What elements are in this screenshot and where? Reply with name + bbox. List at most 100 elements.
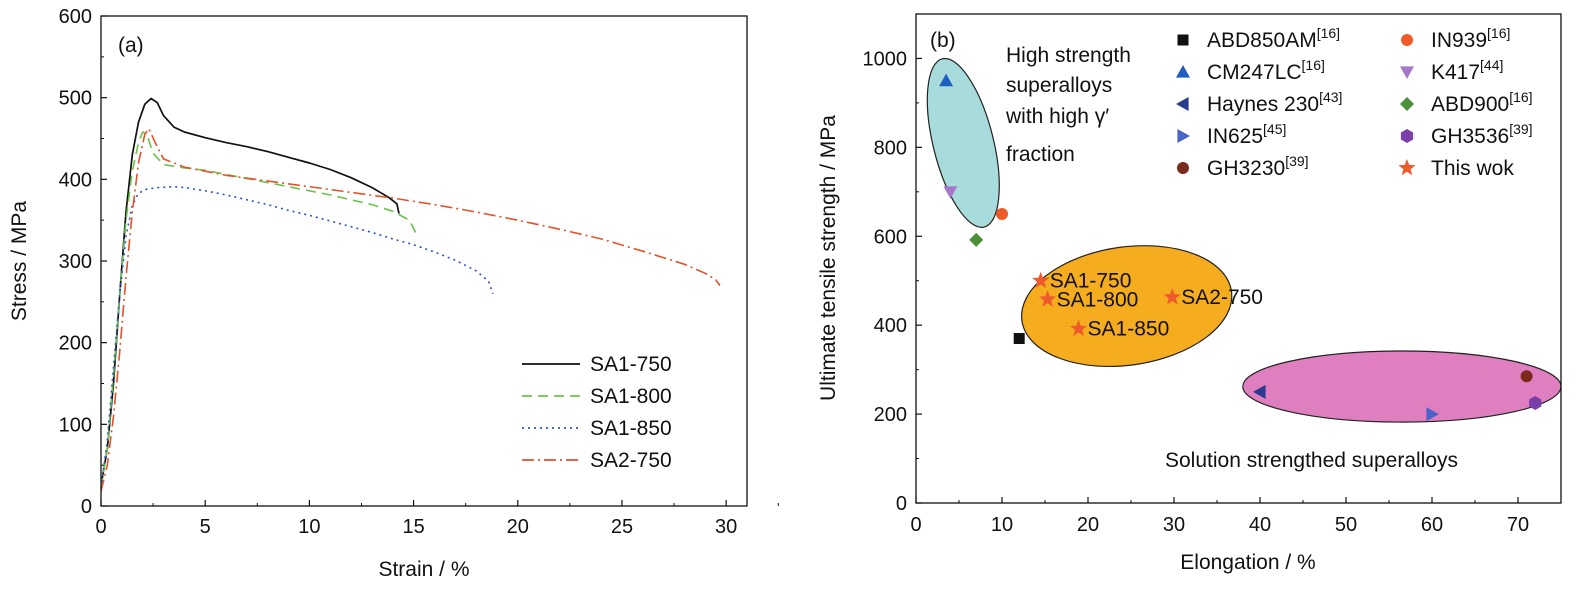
panel-a-ticks (100, 15, 779, 507)
panel-b-group-ellipses (926, 57, 1561, 423)
series-line-SA1-850 (101, 185, 494, 489)
panel-b-label: (b) (930, 29, 956, 52)
y-tick-label: 600 (59, 6, 92, 28)
x-tick-label: 20 (507, 516, 529, 538)
y-tick-label: 0 (81, 496, 92, 518)
x-tick-label: 40 (1249, 514, 1271, 536)
x-tick-label: 15 (402, 516, 424, 538)
data-point-gh3536 (1529, 396, 1542, 410)
x-tick-label: 20 (1077, 514, 1099, 536)
annotation-line: fraction (1006, 143, 1075, 166)
y-tick-label: 100 (59, 414, 92, 436)
y-tick-label: 500 (59, 88, 92, 110)
y-tick-label: 300 (59, 251, 92, 273)
legend-label: IN939[16] (1431, 25, 1510, 52)
x-tick-label: 5 (200, 516, 211, 538)
x-tick-label: 0 (910, 514, 921, 536)
data-point-this-wok (1032, 271, 1050, 288)
panel-a-legend: SA1-750 SA1-800 SA1-850 SA2-750 (522, 353, 672, 472)
panel-a-curves (101, 97, 721, 492)
data-point-this-wok (1039, 290, 1057, 307)
data-point-this-wok (1070, 319, 1088, 336)
legend-label: SA1-750 (590, 353, 672, 376)
legend-label: GH3536[39] (1431, 121, 1533, 148)
legend-label: ABD900[16] (1431, 89, 1533, 116)
legend-marker (1400, 129, 1414, 143)
legend-marker (1177, 162, 1189, 174)
legend-label: GH3230[39] (1207, 153, 1309, 180)
legend-marker (1176, 65, 1190, 78)
panel-a-label: (a) (118, 34, 144, 57)
panel-b-tick-labels: 0 10 20 30 40 50 60 70 0 200 400 600 800 1000 (863, 48, 1530, 536)
y-tick-label: 200 (874, 404, 907, 426)
legend-reference: [16] (1302, 57, 1325, 73)
annotation-line: with high γ′ (1005, 105, 1109, 128)
legend-label: IN625[45] (1207, 121, 1286, 148)
legend-marker (1177, 34, 1189, 46)
x-tick-label: 10 (991, 514, 1013, 536)
data-point-gh3230 (1520, 370, 1533, 383)
group-ellipse-high-strength (926, 57, 1000, 228)
legend-reference: [16] (1487, 25, 1510, 41)
x-tick-label: 25 (611, 516, 633, 538)
legend-reference: [44] (1480, 57, 1503, 73)
data-point-cm247lc (939, 73, 954, 87)
legend-label: This wok (1431, 157, 1514, 180)
annotation-line: High strength (1006, 44, 1131, 67)
panel-a-frame (100, 15, 748, 507)
panel-b-y-axis-label: Ultimate tensile strength / MPa (817, 115, 840, 401)
data-point-abd900 (969, 232, 984, 247)
point-label: SA1-800 (1057, 288, 1139, 311)
x-tick-label: 60 (1421, 514, 1443, 536)
legend-reference: [39] (1285, 153, 1308, 169)
legend-marker (1400, 66, 1414, 79)
legend-label: K417[44] (1431, 57, 1503, 84)
group-ellipse-precipitation (1021, 245, 1233, 368)
x-tick-label: 50 (1335, 514, 1357, 536)
legend-reference: [39] (1509, 121, 1532, 137)
x-tick-label: 30 (715, 516, 737, 538)
point-label: SA1-750 (1050, 270, 1132, 293)
annotation-line: superalloys (1006, 74, 1112, 97)
y-tick-label: 400 (59, 169, 92, 191)
data-point-in625 (1426, 407, 1439, 422)
point-label: SA2-750 (1181, 286, 1263, 309)
legend-reference: [16] (1509, 89, 1532, 105)
panel-b-markers (939, 73, 1542, 422)
solution-strengthened-annotation: Solution strengthed superalloys (1165, 449, 1458, 472)
point-label: SA1-850 (1088, 318, 1170, 341)
data-point-this-wok (1163, 288, 1181, 305)
panel-a-x-axis-label: Strain / % (378, 558, 469, 581)
y-tick-label: 800 (874, 137, 907, 159)
legend-marker (1176, 97, 1189, 111)
series-line-SA1-750 (101, 97, 400, 486)
x-tick-label: 30 (1163, 514, 1185, 536)
y-tick-label: 200 (59, 333, 92, 355)
x-tick-label: 10 (298, 516, 320, 538)
legend-reference: [16] (1317, 25, 1340, 41)
y-tick-label: 0 (896, 493, 907, 515)
x-tick-label: 0 (95, 516, 106, 538)
series-line-SA1-800 (101, 131, 419, 489)
y-tick-label: 1000 (863, 48, 908, 70)
legend-reference: [43] (1319, 89, 1342, 105)
legend-label: CM247LC[16] (1207, 57, 1325, 84)
legend-label: SA1-800 (590, 385, 672, 408)
panel-b-frame (915, 13, 1562, 504)
legend-label: SA1-850 (590, 417, 672, 440)
x-tick-label: 70 (1507, 514, 1529, 536)
legend-marker (1177, 129, 1190, 143)
y-tick-label: 600 (874, 226, 907, 248)
legend-reference: [45] (1263, 121, 1286, 137)
legend-marker (1401, 34, 1413, 46)
panel-b-legend: ABD850AM[16] IN939[16] CM247LC[16] K417[44]… (1176, 25, 1533, 180)
data-point-haynes-230 (1253, 384, 1266, 399)
high-strength-annotation: High strength superalloys with high γ′ f… (1005, 44, 1131, 166)
data-point-k417 (943, 186, 958, 199)
data-point-in939 (996, 208, 1008, 221)
